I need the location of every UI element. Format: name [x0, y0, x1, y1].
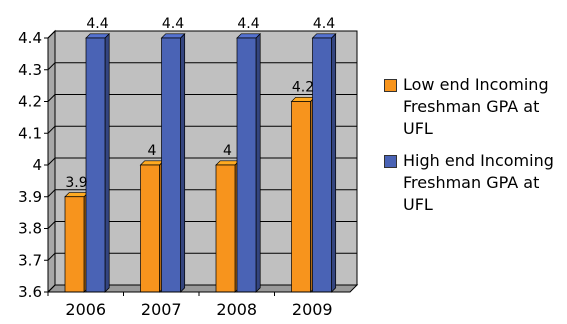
- bar-front: [64, 196, 85, 293]
- data-label: 4: [148, 143, 157, 159]
- bars: [64, 32, 337, 293]
- y-tick-label: 3.6: [18, 283, 42, 301]
- data-labels: 3.9 4.4 4 4.4 4 4.4 4.2 4.4: [65, 16, 335, 191]
- y-tick-label: 4: [32, 156, 42, 174]
- bar: [236, 32, 262, 293]
- x-tick-label: 2009: [292, 300, 333, 319]
- legend-label-low-end: Low end Incoming Freshman GPA at UFL: [403, 75, 549, 138]
- bar-front: [291, 101, 311, 293]
- bar-top: [85, 33, 111, 39]
- legend-label-high-end: High end Incoming Freshman GPA at UFL: [403, 151, 554, 214]
- data-label: 4.2: [292, 80, 314, 96]
- x-tick-label: 2007: [141, 300, 182, 319]
- bar-front: [236, 37, 257, 293]
- bar-top: [64, 192, 90, 198]
- bar-side: [331, 32, 337, 293]
- bar-top: [290, 96, 316, 102]
- bar-top: [215, 160, 241, 166]
- bar: [290, 96, 316, 293]
- legend: Low end Incoming Freshman GPA at UFL Hig…: [384, 74, 564, 226]
- legend-swatch-low-end: [384, 79, 397, 92]
- bar: [215, 159, 241, 293]
- legend-item-low-end: Low end Incoming Freshman GPA at UFL: [384, 74, 564, 140]
- data-label: 4.4: [86, 16, 108, 32]
- bar-top: [236, 33, 262, 39]
- bar: [160, 32, 186, 293]
- data-label: 4.4: [313, 16, 335, 32]
- bar-front: [161, 37, 181, 293]
- x-tick-label: 2006: [65, 300, 106, 319]
- bar-side: [255, 32, 261, 293]
- bar: [139, 159, 165, 293]
- x-axis: 2006 2007 2008 2009: [47, 292, 333, 319]
- bar: [64, 191, 90, 293]
- y-tick-label: 3.8: [18, 220, 42, 238]
- legend-item-high-end: High end Incoming Freshman GPA at UFL: [384, 150, 564, 216]
- bar-top: [139, 160, 165, 166]
- x-tick-label: 2008: [216, 300, 257, 319]
- gridline: [47, 30, 357, 39]
- legend-swatch-high-end: [384, 155, 397, 168]
- y-tick-label: 3.7: [18, 251, 42, 269]
- data-label: 4.4: [162, 16, 184, 32]
- bar-front: [85, 37, 106, 293]
- bar-side: [104, 32, 110, 293]
- y-tick-label: 3.9: [18, 188, 42, 206]
- bar-front: [140, 164, 160, 293]
- bar-front: [312, 37, 332, 293]
- y-tick-label: 4.3: [18, 61, 42, 79]
- data-label: 3.9: [65, 175, 87, 191]
- bar: [85, 32, 111, 293]
- bar-front: [215, 164, 236, 293]
- bar-side: [180, 32, 186, 293]
- bar: [311, 32, 337, 293]
- bar-top: [311, 33, 337, 39]
- y-tick-label: 4.4: [18, 29, 42, 47]
- bar-top: [160, 33, 186, 39]
- data-label: 4.4: [237, 16, 259, 32]
- data-label: 4: [223, 143, 232, 159]
- y-tick-label: 4.2: [18, 93, 42, 111]
- y-tick-label: 4.1: [18, 124, 42, 142]
